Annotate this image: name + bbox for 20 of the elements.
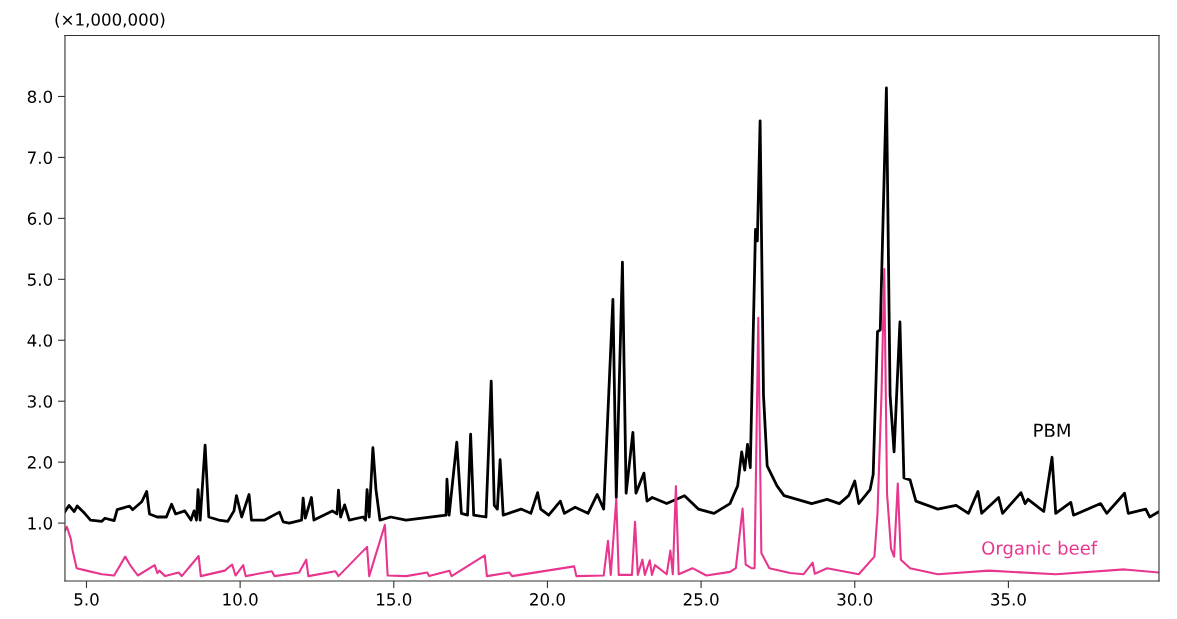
y-tick-label: 7.0: [28, 151, 53, 164]
annotation: PBM: [1034, 423, 1070, 437]
y-tick-label: 4.0: [27, 334, 53, 347]
x-tick-label: 10.0: [223, 593, 258, 606]
annotation: Organic beef: [982, 540, 1098, 559]
x-tick-label: 20.0: [530, 593, 565, 606]
y-tick-label: 6.0: [27, 212, 53, 225]
line-series: [64, 86, 1159, 525]
y-tick-label: 5.0: [27, 273, 53, 286]
x-tick-label: 5.0: [74, 593, 99, 606]
line-series: [64, 267, 1159, 578]
x-tick-label: 35.0: [991, 593, 1026, 606]
x-tick-label: 30.0: [837, 593, 873, 606]
y-tick-label: 2.0: [27, 456, 53, 469]
x-tick-label: 25.0: [683, 593, 719, 606]
x-tick-label: 15.0: [377, 593, 412, 606]
y-axis-title: (×1,000,000): [55, 12, 165, 28]
y-tick-label: 1.0: [28, 517, 53, 530]
y-tick-label: 8.0: [27, 90, 53, 104]
y-tick-label: 3.0: [27, 395, 53, 408]
